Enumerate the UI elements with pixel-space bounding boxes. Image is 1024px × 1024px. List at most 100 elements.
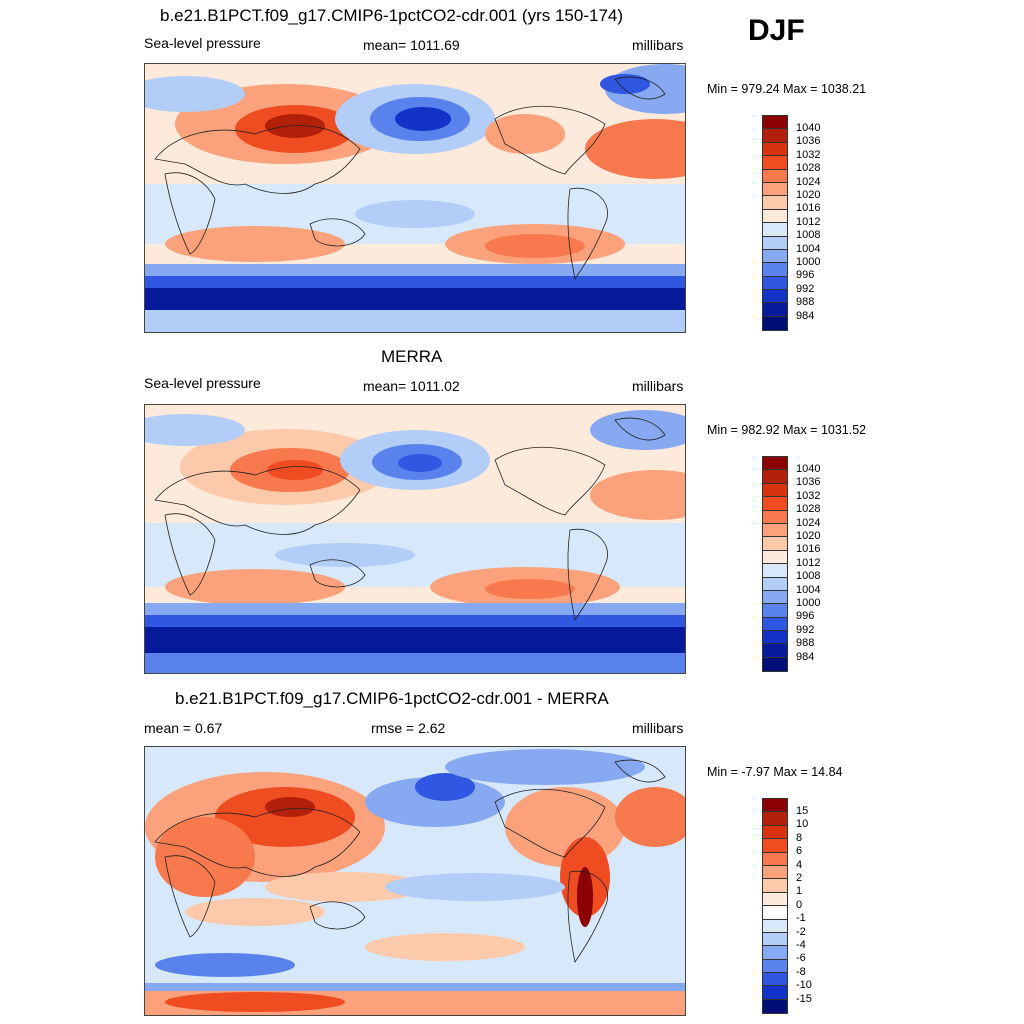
panel1-title: b.e21.B1PCT.f09_g17.CMIP6-1pctCO2-cdr.00…: [160, 6, 624, 25]
colorbar-swatch: [763, 263, 787, 277]
colorbar-swatch: [763, 303, 787, 317]
colorbar-swatch: [763, 156, 787, 170]
colorbar-tick-label: 2: [796, 872, 803, 884]
colorbar-swatch: [763, 604, 787, 618]
colorbar-tick-label: 1020: [796, 189, 821, 201]
colorbar-tick-label: 1032: [796, 149, 821, 161]
colorbar-tick-label: 1032: [796, 490, 821, 502]
colorbar-tick-label: 1016: [796, 543, 821, 555]
colorbar-tick-label: 1008: [796, 229, 821, 241]
colorbar-swatch: [763, 457, 787, 471]
colorbar-swatch: [763, 116, 787, 130]
colorbar-swatch: [763, 812, 787, 826]
colorbar-swatch: [763, 932, 787, 947]
colorbar-tick-label: 1040: [796, 463, 821, 475]
colorbar-swatch: [763, 906, 787, 920]
colorbar-swatch: [763, 523, 787, 538]
colorbar-swatch: [763, 865, 787, 880]
colorbar-swatch: [763, 825, 787, 840]
panel1-minmax-label: Min = 979.24 Max = 1038.21: [707, 82, 867, 96]
colorbar-tick-label: 1012: [796, 557, 821, 569]
colorbar-tick-label: 1000: [796, 256, 821, 268]
colorbar-tick-label: 1036: [796, 135, 821, 147]
colorbar-swatch: [763, 510, 787, 524]
panel3-difference-map: [144, 746, 686, 1016]
colorbar-tick-label: 996: [796, 610, 815, 622]
colorbar-swatch: [763, 879, 787, 893]
colorbar-tick-label: 1024: [796, 517, 821, 529]
colorbar-swatch: [763, 182, 787, 197]
panel2-title: MERRA: [381, 347, 443, 366]
panel3-minmax-label: Min = -7.97 Max = 14.84: [707, 765, 843, 779]
panel2-units-label: millibars: [632, 378, 684, 394]
colorbar-swatch: [763, 236, 787, 250]
colorbar-swatch: [763, 483, 787, 498]
colorbar-tick-label: -4: [796, 939, 806, 951]
colorbar-swatch: [763, 537, 787, 551]
colorbar-tick-label: -1: [796, 912, 806, 924]
colorbar-tick-label: 1020: [796, 530, 821, 542]
colorbar-tick-label: 1012: [796, 216, 821, 228]
colorbar-swatch: [763, 919, 787, 933]
colorbar-tick-label: 1024: [796, 176, 821, 188]
colorbar-swatch: [763, 799, 787, 813]
colorbar-tick-label: 6: [796, 845, 803, 857]
colorbar-swatch: [763, 276, 787, 291]
colorbar-tick-label: 1016: [796, 202, 821, 214]
colorbar-tick-label: 15: [796, 805, 809, 817]
colorbar-swatch: [763, 470, 787, 484]
panel2-colorbar: [762, 456, 788, 673]
colorbar-tick-label: 4: [796, 859, 803, 871]
colorbar-swatch: [763, 617, 787, 632]
colorbar-swatch: [763, 169, 787, 183]
panel1-mean-label: mean= 1011.69: [363, 37, 460, 53]
colorbar-swatch: [763, 223, 787, 237]
colorbar-tick-label: -6: [796, 952, 806, 964]
panel1-colorbar: [762, 115, 788, 332]
colorbar-tick-label: 8: [796, 832, 803, 844]
panel1-units-label: millibars: [632, 37, 684, 53]
colorbar-tick-label: 992: [796, 624, 815, 636]
colorbar-swatch: [763, 590, 787, 605]
panel3-rmse-label: rmse = 2.62: [371, 720, 446, 736]
colorbar-tick-label: 10: [796, 818, 809, 830]
panel2-minmax-label: Min = 982.92 Max = 1031.52: [707, 423, 867, 437]
colorbar-tick-label: 1028: [796, 503, 821, 515]
colorbar-tick-label: 984: [796, 651, 815, 663]
colorbar-swatch: [763, 209, 787, 224]
colorbar-swatch: [763, 196, 787, 210]
colorbar-swatch: [763, 644, 787, 658]
colorbar-swatch: [763, 129, 787, 143]
colorbar-tick-label: 984: [796, 310, 815, 322]
colorbar-swatch: [763, 946, 787, 960]
colorbar-swatch: [763, 249, 787, 264]
colorbar-swatch: [763, 999, 787, 1014]
season-label: DJF: [748, 14, 805, 47]
colorbar-swatch: [763, 577, 787, 591]
colorbar-tick-label: 1008: [796, 570, 821, 582]
colorbar-swatch: [763, 497, 787, 511]
colorbar-tick-label: 1004: [796, 243, 821, 255]
colorbar-swatch: [763, 290, 787, 304]
colorbar-tick-label: 1000: [796, 597, 821, 609]
colorbar-tick-label: 0: [796, 899, 803, 911]
colorbar-swatch: [763, 564, 787, 578]
colorbar-swatch: [763, 657, 787, 672]
colorbar-tick-label: 1040: [796, 122, 821, 134]
panel3-mean-label: mean = 0.67: [144, 720, 223, 736]
panel2-mean-label: mean= 1011.02: [363, 378, 460, 394]
colorbar-tick-label: 1028: [796, 162, 821, 174]
colorbar-tick-label: 1: [796, 885, 803, 897]
panel2-slp-map: [144, 404, 686, 674]
colorbar-tick-label: -15: [796, 993, 812, 1005]
colorbar-tick-label: 988: [796, 296, 815, 308]
panel3-title: b.e21.B1PCT.f09_g17.CMIP6-1pctCO2-cdr.00…: [175, 689, 609, 708]
colorbar-swatch: [763, 973, 787, 987]
colorbar-tick-label: 1004: [796, 584, 821, 596]
panel3-units-label: millibars: [632, 720, 684, 736]
panel3-colorbar: [762, 798, 788, 1015]
colorbar-swatch: [763, 986, 787, 1000]
colorbar-tick-label: -2: [796, 926, 806, 938]
colorbar-tick-label: 1036: [796, 476, 821, 488]
colorbar-swatch: [763, 316, 787, 331]
